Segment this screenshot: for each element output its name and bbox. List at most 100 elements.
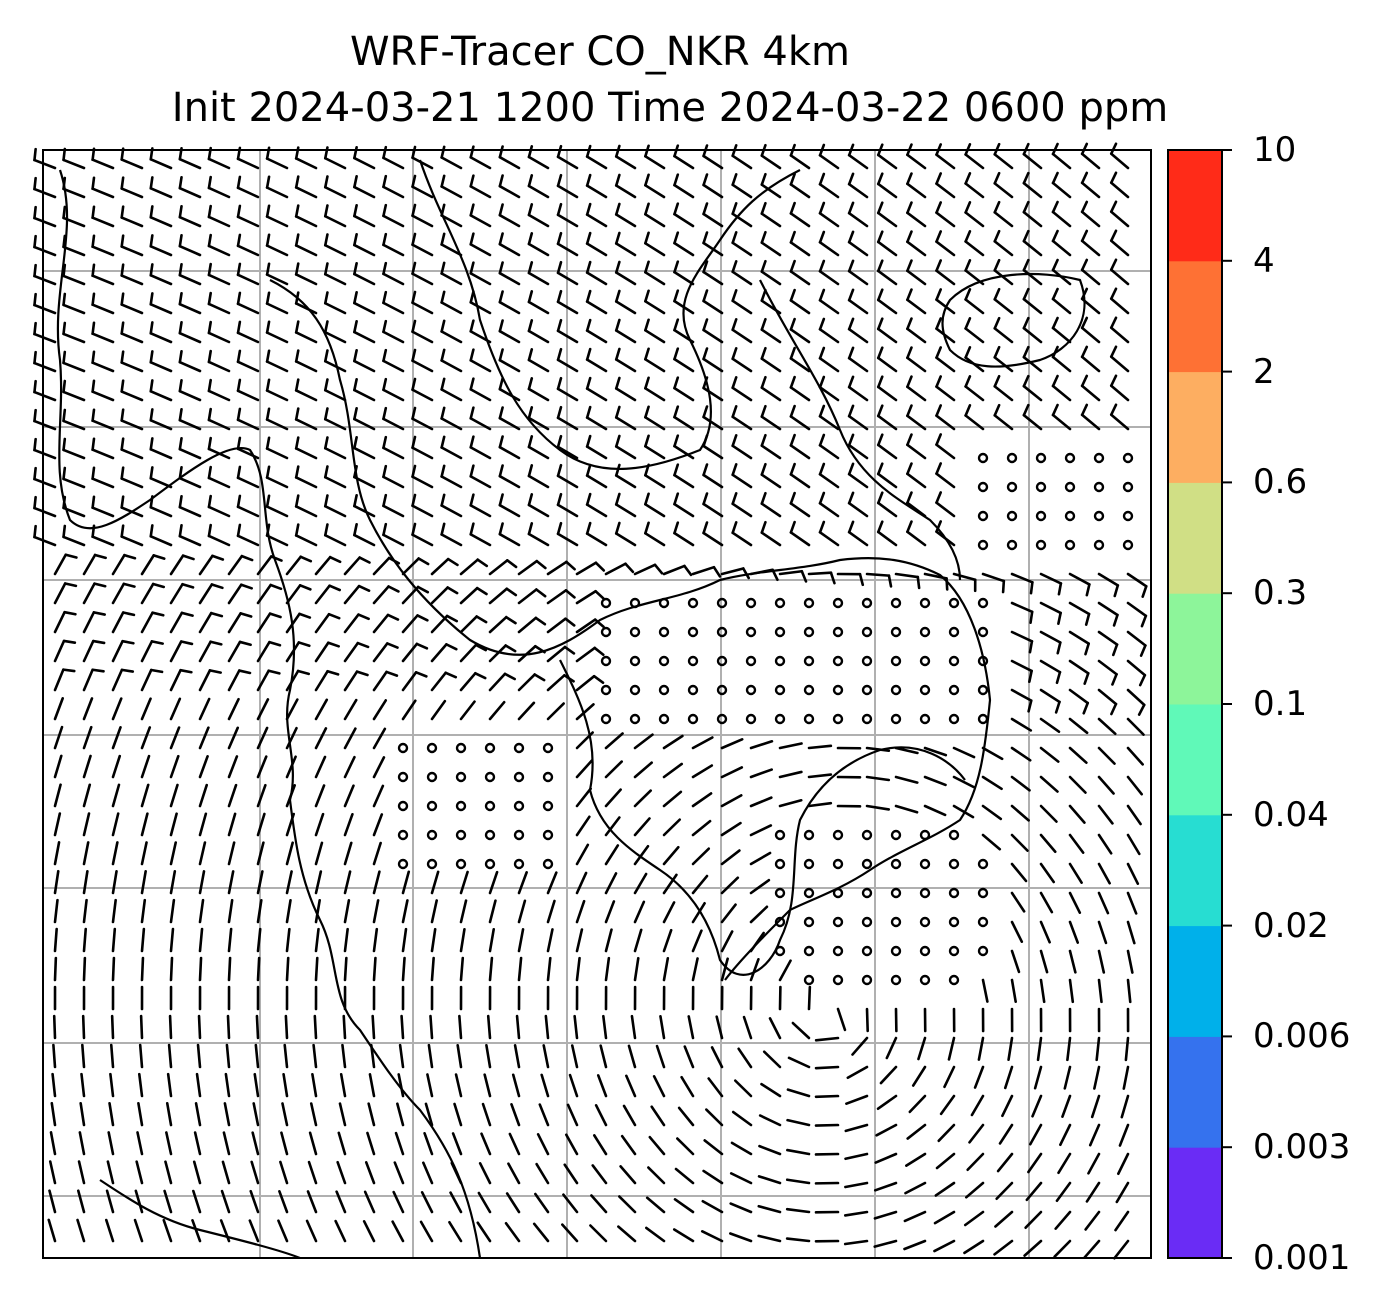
- calm-wind-marker: [832, 974, 844, 986]
- wind-barb: [935, 520, 956, 547]
- wind-barb: [120, 321, 144, 344]
- wind-barb: [488, 615, 517, 634]
- wind-barb: [453, 1102, 463, 1127]
- wind-barb: [207, 233, 231, 257]
- calm-wind-marker: [426, 829, 438, 841]
- wind-barb: [343, 613, 370, 634]
- wind-barb: [498, 493, 521, 518]
- wind-barb: [488, 899, 497, 924]
- wind-barb: [935, 375, 956, 402]
- wind-barb: [575, 561, 606, 576]
- wind-barb: [91, 205, 115, 228]
- wind-barb: [459, 615, 488, 634]
- wind-barb: [498, 406, 521, 431]
- wind-barb: [343, 698, 358, 721]
- wind-barb: [1115, 1181, 1130, 1204]
- wind-barb: [400, 1014, 405, 1040]
- wind-barb: [294, 494, 318, 518]
- wind-barb: [411, 290, 434, 315]
- wind-barb: [673, 1198, 695, 1214]
- wind-barb: [1010, 833, 1029, 852]
- wind-barb: [1055, 1181, 1072, 1203]
- wind-barb: [285, 555, 313, 576]
- calm-wind-marker: [832, 945, 844, 957]
- wind-barb: [198, 697, 211, 721]
- wind-barb: [1080, 345, 1101, 373]
- wind-barb: [604, 900, 616, 924]
- wind-barb: [227, 755, 239, 779]
- wind-barb: [604, 928, 613, 953]
- wind-barb: [193, 1131, 202, 1156]
- wind-barb: [851, 1036, 869, 1056]
- wind-barb: [372, 784, 385, 808]
- calm-wind-marker: [1035, 539, 1047, 551]
- wind-barb: [440, 290, 463, 315]
- wind-barb: [1053, 1239, 1072, 1258]
- wind-barb: [935, 317, 956, 344]
- wind-barb: [789, 520, 811, 547]
- wind-barb: [498, 464, 521, 489]
- wind-barb: [939, 1094, 956, 1116]
- wind-barb: [760, 230, 782, 257]
- wind-barb: [614, 202, 637, 228]
- calm-wind-marker: [455, 771, 467, 783]
- wind-barb: [556, 173, 579, 199]
- wind-barb: [1080, 142, 1101, 170]
- wind-barb: [440, 261, 463, 286]
- wind-barb: [575, 618, 605, 634]
- wind-barb: [585, 434, 608, 460]
- wind-barb: [701, 1199, 724, 1214]
- wind-barb: [760, 172, 782, 199]
- calm-wind-marker: [542, 742, 554, 754]
- wind-barb: [285, 612, 312, 634]
- wind-barb: [169, 927, 175, 953]
- wind-barb: [760, 346, 782, 373]
- wind-barb: [411, 348, 434, 373]
- wind-barb: [33, 350, 57, 373]
- wind-barb: [876, 259, 898, 286]
- calm-wind-marker: [484, 829, 496, 841]
- wind-barb: [527, 319, 550, 344]
- wind-barb: [847, 462, 869, 489]
- wind-barb: [76, 1189, 86, 1214]
- wind-barb: [768, 1017, 782, 1040]
- wind-barb: [140, 754, 151, 779]
- wind-barb: [338, 1102, 347, 1127]
- wind-barb: [149, 437, 173, 460]
- wind-barb: [1068, 601, 1091, 626]
- wind-barb: [536, 1133, 550, 1156]
- wind-barb: [314, 612, 341, 634]
- wind-barb: [786, 1148, 811, 1156]
- wind-barb: [702, 260, 724, 286]
- calm-wind-marker: [513, 858, 525, 870]
- wind-barb: [236, 175, 260, 199]
- wind-barb: [604, 732, 624, 750]
- wind-barb: [169, 754, 180, 779]
- wind-barb: [140, 898, 147, 924]
- wind-barb: [343, 899, 351, 924]
- wind-barb: [1109, 345, 1130, 373]
- wind-barb: [1126, 659, 1147, 687]
- calm-wind-marker: [484, 858, 496, 870]
- wind-barb: [353, 523, 376, 547]
- wind-barb: [422, 1161, 434, 1185]
- wind-barb: [731, 463, 753, 489]
- wind-barb: [353, 436, 376, 460]
- wind-barb: [1022, 200, 1043, 228]
- wind-barb: [1097, 833, 1113, 855]
- wind-barb: [488, 587, 518, 605]
- wind-barb: [1113, 1239, 1130, 1260]
- wind-barb: [82, 611, 106, 634]
- map-panel: [33, 142, 1152, 1260]
- wind-barb: [705, 1108, 724, 1127]
- wind-barb: [91, 495, 115, 518]
- wind-barb: [469, 145, 492, 170]
- wind-barb: [334, 1219, 347, 1243]
- wind-barb: [645, 1196, 666, 1214]
- calm-wind-marker: [745, 655, 757, 667]
- wind-barb: [111, 726, 122, 750]
- wind-barb: [662, 734, 684, 750]
- wind-barb: [285, 870, 293, 895]
- wind-barb: [353, 465, 376, 489]
- wind-barb: [1114, 1210, 1130, 1232]
